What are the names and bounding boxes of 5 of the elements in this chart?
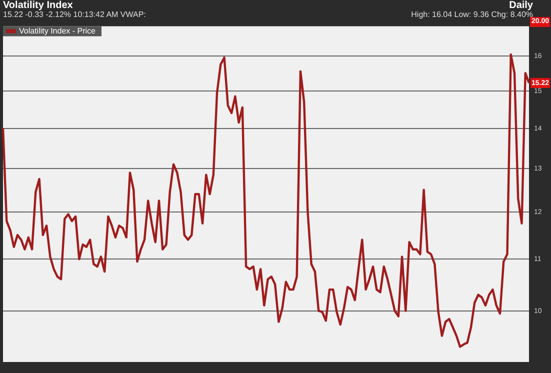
chart-title: Volatility Index [3,0,73,11]
legend-label: Volatility Index - Price [19,26,96,36]
text: 15.22 -0.33 -2.12% 10:13:42 AM VWAP: [3,10,146,19]
text: Daily [509,0,533,11]
text: High: 16.04 Low: 9.36 Chg: 8.40% [411,10,533,19]
